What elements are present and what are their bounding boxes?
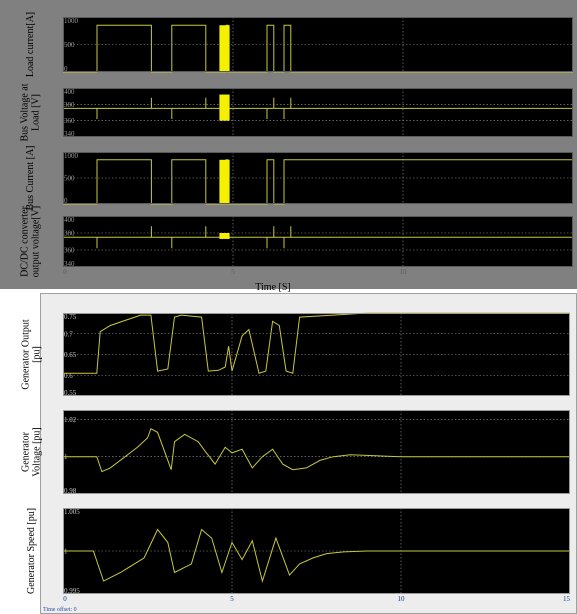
- bottom-series-line-2: [63, 427, 570, 473]
- top-x-tick-label: 0: [63, 268, 67, 276]
- top-axes-border-2: [63, 88, 573, 137]
- bottom-y-axis-label-1: Generator Output: [21, 319, 32, 389]
- bottom-x-tick-label: 0: [63, 595, 67, 603]
- top-y-tick-label: 1000: [64, 17, 79, 25]
- top-plot-area-4: [63, 216, 573, 267]
- top-y-tick-label: 380: [64, 101, 75, 109]
- bottom-y-tick-label: 0.75: [64, 313, 77, 321]
- top-y-axis-label-2: Load [V]: [31, 94, 42, 131]
- top-y-tick-label: 500: [64, 175, 75, 183]
- top-series-line-2: [63, 97, 573, 119]
- bottom-y-tick-label: 0.55: [64, 389, 77, 397]
- bottom-y-tick-label: 1.005: [64, 508, 80, 516]
- bottom-y-tick-label: 0.6: [64, 372, 73, 380]
- top-y-tick-label: 1000: [64, 152, 79, 160]
- top-panel-3: 0 500 1000 Bus Current [A]: [25, 146, 573, 211]
- top-plot-area-2: [63, 88, 573, 137]
- top-y-axis-label-2: Bus Voltage at: [20, 83, 31, 141]
- top-y-tick-label: 340: [64, 130, 75, 138]
- top-pulse-burst-4: [219, 233, 230, 239]
- top-y-axis-label-4: DC/DC converter: [20, 205, 31, 276]
- time-offset-label: Time offset: 0: [43, 606, 77, 613]
- top-y-tick-label: 340: [64, 260, 75, 268]
- bottom-y-axis-label-1: [pu]: [32, 346, 43, 363]
- bottom-axes-border-2: [63, 410, 570, 494]
- top-y-tick-label: 380: [64, 230, 75, 238]
- bottom-axes-border-1: [63, 313, 570, 396]
- bottom-x-tick-label: 10: [398, 595, 406, 603]
- top-x-tick-label: 10: [400, 268, 408, 276]
- top-y-tick-label: 360: [64, 117, 75, 125]
- bottom-y-axis-label-2: Generator: [21, 431, 32, 472]
- bottom-y-tick-label: 1.02: [64, 416, 77, 424]
- bottom-x-tick-label: 15: [563, 595, 571, 603]
- top-y-tick-label: 360: [64, 247, 75, 255]
- bottom-axes-border-3: [63, 508, 570, 594]
- bottom-x-tick-label: 5: [230, 595, 234, 603]
- bottom-plot-area-2: [63, 410, 570, 494]
- top-x-tick-label: 5: [231, 268, 235, 276]
- bottom-y-tick-label: 0.7: [64, 330, 73, 338]
- top-panel-4: 340 360 380 400 DC/DC converter output voltag…: [20, 205, 573, 277]
- bottom-series-line-1: [63, 312, 570, 374]
- top-y-axis-label-3: Bus Current [A]: [25, 146, 36, 211]
- top-pulse-burst-2: [219, 94, 230, 121]
- top-y-tick-label: 400: [64, 216, 75, 224]
- top-series-line-4: [63, 226, 573, 249]
- top-axes-border-3: [63, 152, 573, 204]
- bottom-y-tick-label: 0.98: [64, 487, 77, 495]
- top-panel-2: 340 360 380 400 Bus Voltage at Load [V]: [20, 83, 573, 141]
- top-y-axis-label-1: Load current[A]: [25, 12, 36, 77]
- top-y-tick-label: 0: [64, 197, 68, 205]
- top-axes-border-1: [63, 17, 573, 72]
- top-axes-border-4: [63, 216, 573, 267]
- top-y-tick-label: 500: [64, 41, 75, 49]
- top-panel-1: 0 500 1000 Load current[A]: [25, 12, 573, 77]
- top-y-tick-label: 400: [64, 88, 75, 96]
- bottom-panel-1: 0.55 0.6 0.65 0.7 0.75 Generator Output [pu]: [21, 312, 570, 397]
- bottom-series-line-3: [63, 528, 570, 583]
- bottom-y-tick-label: 0.65: [64, 351, 77, 359]
- top-pulse-burst-3: [219, 159, 230, 204]
- bottom-y-axis-label-2: Voltage [pu]: [32, 427, 43, 477]
- top-x-axis-label: Time [S]: [255, 282, 290, 293]
- bottom-y-axis-label-3: Generator Speed [pu]: [26, 508, 37, 594]
- top-y-axis-label-4: output voltage[V]: [31, 206, 42, 277]
- bottom-y-tick-label: 0.995: [64, 587, 80, 595]
- top-pulse-burst-1: [219, 25, 230, 72]
- top-y-tick-label: 0: [64, 65, 68, 73]
